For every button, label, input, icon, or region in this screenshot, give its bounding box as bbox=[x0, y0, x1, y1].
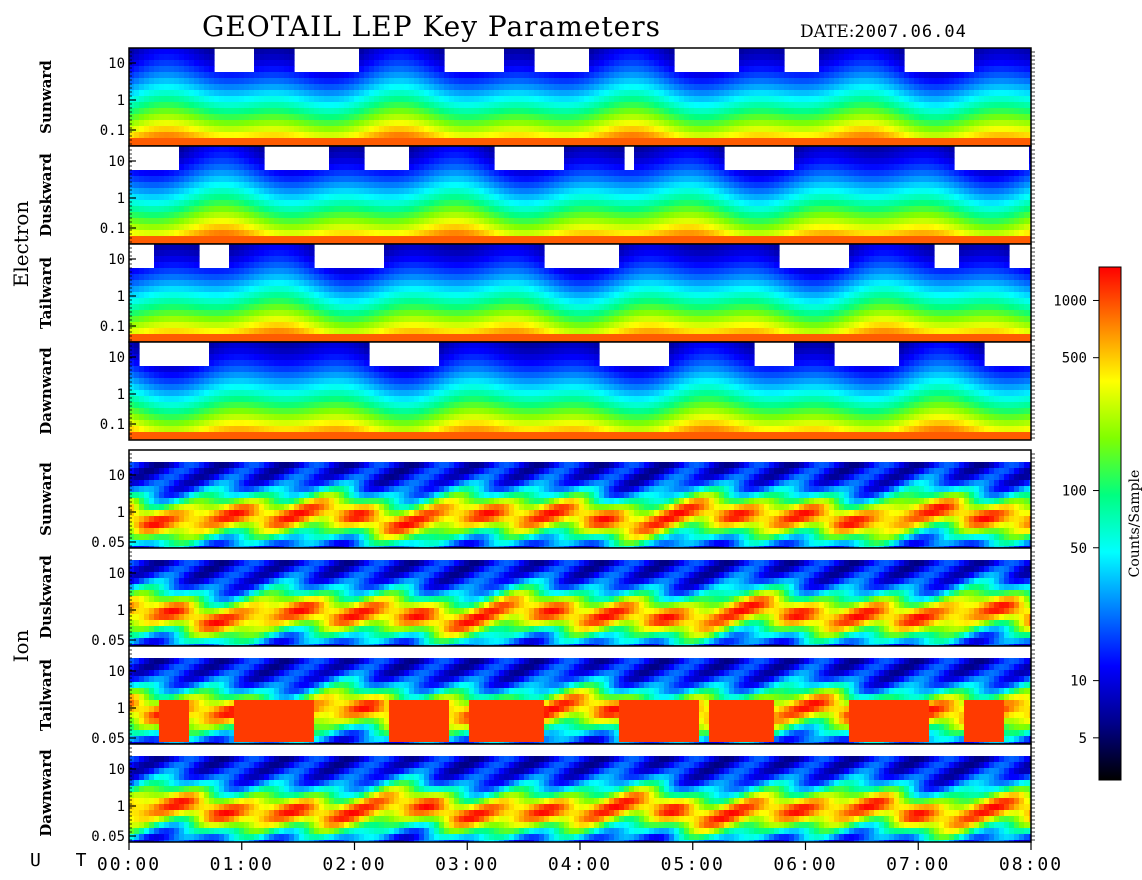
panel-label: Sunward bbox=[37, 60, 55, 134]
colorbar-tick-label: 100 bbox=[1062, 484, 1087, 500]
ut-axis-label: U T bbox=[30, 850, 99, 871]
x-tick-label: 07:00 bbox=[886, 854, 950, 875]
x-tick-label: 08:00 bbox=[999, 854, 1063, 875]
panel-electron-duskward: 10 1 0.1 Duskward bbox=[37, 145, 1035, 245]
y-tick-label: 0.05 bbox=[91, 829, 125, 845]
spectrogram-electron-dawnward bbox=[129, 342, 1031, 440]
x-tick-label: 06:00 bbox=[773, 854, 837, 875]
panel-label: Duskward bbox=[37, 555, 55, 639]
panel-ion-duskward: 10 1 0.05 Duskward bbox=[37, 547, 1035, 649]
y-tick-label: 10 bbox=[108, 566, 125, 582]
panel-label: Dawnward bbox=[37, 749, 55, 837]
y-tick-label: 1 bbox=[117, 701, 125, 717]
panel-electron-sunward: 10 1 0.1 Sunward bbox=[37, 47, 1035, 147]
y-tick-label: 0.1 bbox=[100, 123, 125, 139]
panel-label: Sunward bbox=[37, 462, 55, 536]
colorbar-tick-label: 5 bbox=[1079, 731, 1087, 747]
spectrogram-ion-dawnward bbox=[129, 744, 1031, 842]
y-tick-label: 10 bbox=[108, 350, 125, 366]
y-tick-label: 0.05 bbox=[91, 731, 125, 747]
y-tick-label: 10 bbox=[108, 56, 125, 72]
spectrogram-ion-tailward bbox=[129, 646, 1031, 744]
x-tick-label: 03:00 bbox=[435, 854, 499, 875]
spectrogram-ion-duskward bbox=[129, 548, 1031, 646]
spectrogram-electron-duskward bbox=[129, 146, 1031, 244]
species-label: Electron bbox=[9, 201, 33, 288]
panel-label: Tailward bbox=[37, 659, 55, 731]
y-tick-label: 0.05 bbox=[91, 535, 125, 551]
spectrogram-electron-tailward bbox=[129, 244, 1031, 342]
date-value: 2007.06.04 bbox=[854, 22, 966, 42]
y-tick-label: 0.05 bbox=[91, 633, 125, 649]
y-tick-label: 10 bbox=[108, 468, 125, 484]
y-tick-label: 10 bbox=[108, 762, 125, 778]
species-label: Ion bbox=[9, 629, 33, 662]
y-tick-label: 1 bbox=[117, 289, 125, 305]
x-tick-label: 01:00 bbox=[210, 854, 274, 875]
colorbar-tick-label: 500 bbox=[1062, 351, 1087, 367]
date-stamp: DATE:2007.06.04 bbox=[800, 22, 967, 42]
panel-ion-dawnward: 10 1 0.05 Dawnward bbox=[37, 743, 1035, 845]
colorbar-tick-label: 50 bbox=[1070, 541, 1087, 557]
panel-electron-tailward: 10 1 0.1 Tailward bbox=[37, 243, 1035, 343]
y-tick-label: 0.1 bbox=[100, 319, 125, 335]
colorbar-tick-label: 10 bbox=[1070, 674, 1087, 690]
y-tick-label: 10 bbox=[108, 252, 125, 268]
spectrogram-electron-sunward bbox=[129, 48, 1031, 146]
y-tick-label: 1 bbox=[117, 191, 125, 207]
y-tick-label: 1 bbox=[117, 603, 125, 619]
colorbar-label: Counts/Sample bbox=[1127, 470, 1142, 578]
panel-ion-sunward: 10 1 0.05 Sunward bbox=[37, 449, 1035, 551]
x-tick-label: 02:00 bbox=[322, 854, 386, 875]
panel-ion-tailward: 10 1 0.05 Tailward bbox=[37, 645, 1035, 747]
x-tick-label: 05:00 bbox=[661, 854, 725, 875]
y-tick-label: 0.1 bbox=[100, 221, 125, 237]
panel-label: Duskward bbox=[37, 153, 55, 237]
x-tick-label: 00:00 bbox=[97, 854, 161, 875]
x-tick-label: 04:00 bbox=[548, 854, 612, 875]
date-label: DATE: bbox=[800, 22, 854, 42]
colorbar-tick-label: 1000 bbox=[1053, 293, 1087, 309]
y-tick-label: 1 bbox=[117, 799, 125, 815]
panel-electron-dawnward: 10 1 0.1 Dawnward bbox=[37, 341, 1035, 441]
y-tick-label: 10 bbox=[108, 154, 125, 170]
y-tick-label: 1 bbox=[117, 505, 125, 521]
panel-frame bbox=[128, 341, 1032, 441]
page-title: GEOTAIL LEP Key Parameters bbox=[202, 10, 661, 43]
y-tick-label: 1 bbox=[117, 93, 125, 109]
panel-label: Tailward bbox=[37, 257, 55, 329]
y-tick-label: 10 bbox=[108, 664, 125, 680]
colorbar bbox=[1098, 266, 1122, 781]
spectrogram-ion-sunward bbox=[129, 450, 1031, 548]
y-tick-label: 1 bbox=[117, 387, 125, 403]
panel-label: Dawnward bbox=[37, 347, 55, 435]
y-tick-label: 0.1 bbox=[100, 417, 125, 433]
